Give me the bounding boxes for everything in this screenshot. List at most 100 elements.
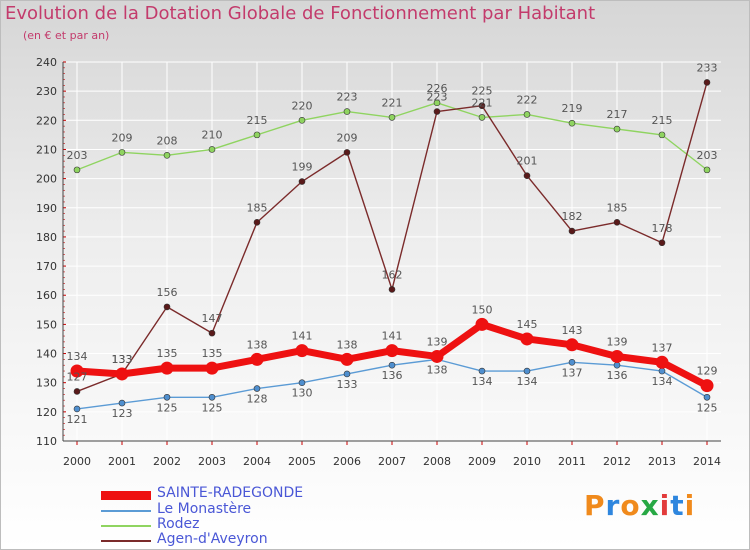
data-point [568,227,576,235]
data-point [430,349,444,363]
data-label: 185 [247,201,268,214]
data-point [700,379,714,393]
data-point [73,166,81,174]
logo-letter: t [670,489,685,522]
data-point [658,239,666,247]
data-label: 162 [382,268,403,281]
logo-letter: P [584,489,606,522]
data-label: 135 [157,347,178,360]
data-label: 201 [517,155,538,168]
x-tick-label: 2003 [198,455,226,468]
data-point [568,119,576,127]
data-point [613,361,621,369]
data-point [433,99,441,107]
data-point [115,367,129,381]
x-tick-label: 2014 [693,455,721,468]
data-point [205,361,219,375]
data-label: 139 [607,335,628,348]
data-point [73,388,81,395]
data-label: 208 [157,134,178,147]
legend-item-agen-d-aveyron: Agen-d'Aveyron [101,531,421,548]
logo-letter: x [640,489,660,522]
data-point [385,344,399,358]
data-point [703,79,711,86]
data-label: 203 [697,149,718,162]
data-point [478,114,486,121]
data-point [565,338,579,352]
data-point [253,219,261,226]
data-label: 127 [67,370,88,383]
logo-letter: o [620,489,641,522]
data-label: 135 [202,347,223,360]
legend-swatch [101,491,151,500]
x-tick-label: 2007 [378,455,406,468]
data-point [388,114,396,121]
data-point [613,219,621,226]
data-label: 133 [337,378,358,391]
data-label: 133 [112,353,133,366]
data-point [253,385,261,392]
data-point [478,367,486,375]
data-point [388,286,396,293]
data-label: 223 [427,91,448,104]
data-point [298,379,306,386]
data-point [160,361,174,375]
legend-swatch [101,510,151,512]
legend-swatch [101,540,151,542]
data-label: 147 [202,312,223,325]
data-label: 215 [247,114,268,127]
legend-item-sainte-radegonde: SAINTE-RADEGONDE [101,485,421,502]
data-label: 223 [337,91,358,104]
data-point [658,367,666,375]
data-label: 203 [67,149,88,162]
data-point [118,149,126,156]
legend-swatch [101,525,151,527]
data-label: 221 [382,96,403,109]
legend-item-rodez: Rodez [101,516,421,533]
data-label: 121 [67,413,88,426]
data-label: 222 [517,93,538,106]
data-label: 141 [382,330,403,343]
data-label: 125 [697,401,718,414]
data-label: 209 [337,131,358,144]
y-tick-label: 220 [36,114,57,127]
data-label: 178 [652,222,673,235]
data-point [568,358,576,366]
legend-label: SAINTE-RADEGONDE [157,485,304,501]
data-point [655,355,669,369]
data-label: 128 [247,393,268,406]
y-tick-label: 180 [36,231,57,244]
data-label: 219 [562,102,583,115]
x-tick-label: 2011 [558,455,586,468]
data-point [523,111,531,118]
x-tick-label: 2009 [468,455,496,468]
data-label: 136 [382,369,403,382]
data-point [343,149,351,156]
data-point [208,393,216,401]
gridlines [63,61,721,442]
data-point [250,352,264,366]
data-point [703,166,711,174]
data-point [253,131,261,139]
data-point [163,393,171,401]
data-label: 143 [562,324,583,337]
legend-label: Rodez [157,516,200,532]
data-label: 136 [607,369,628,382]
data-label: 138 [247,338,268,351]
data-label: 185 [607,201,628,214]
data-label: 150 [472,303,493,316]
data-point [208,329,216,337]
y-tick-label: 160 [36,289,57,302]
data-label: 139 [427,335,448,348]
data-point [163,303,171,311]
data-point [343,108,351,115]
series-layer [70,79,714,413]
data-label: 209 [112,131,133,144]
data-point [658,131,666,139]
data-label: 133 [112,353,133,366]
y-tick-label: 150 [36,318,57,331]
data-label: 225 [472,85,493,98]
data-label: 134 [652,375,673,388]
